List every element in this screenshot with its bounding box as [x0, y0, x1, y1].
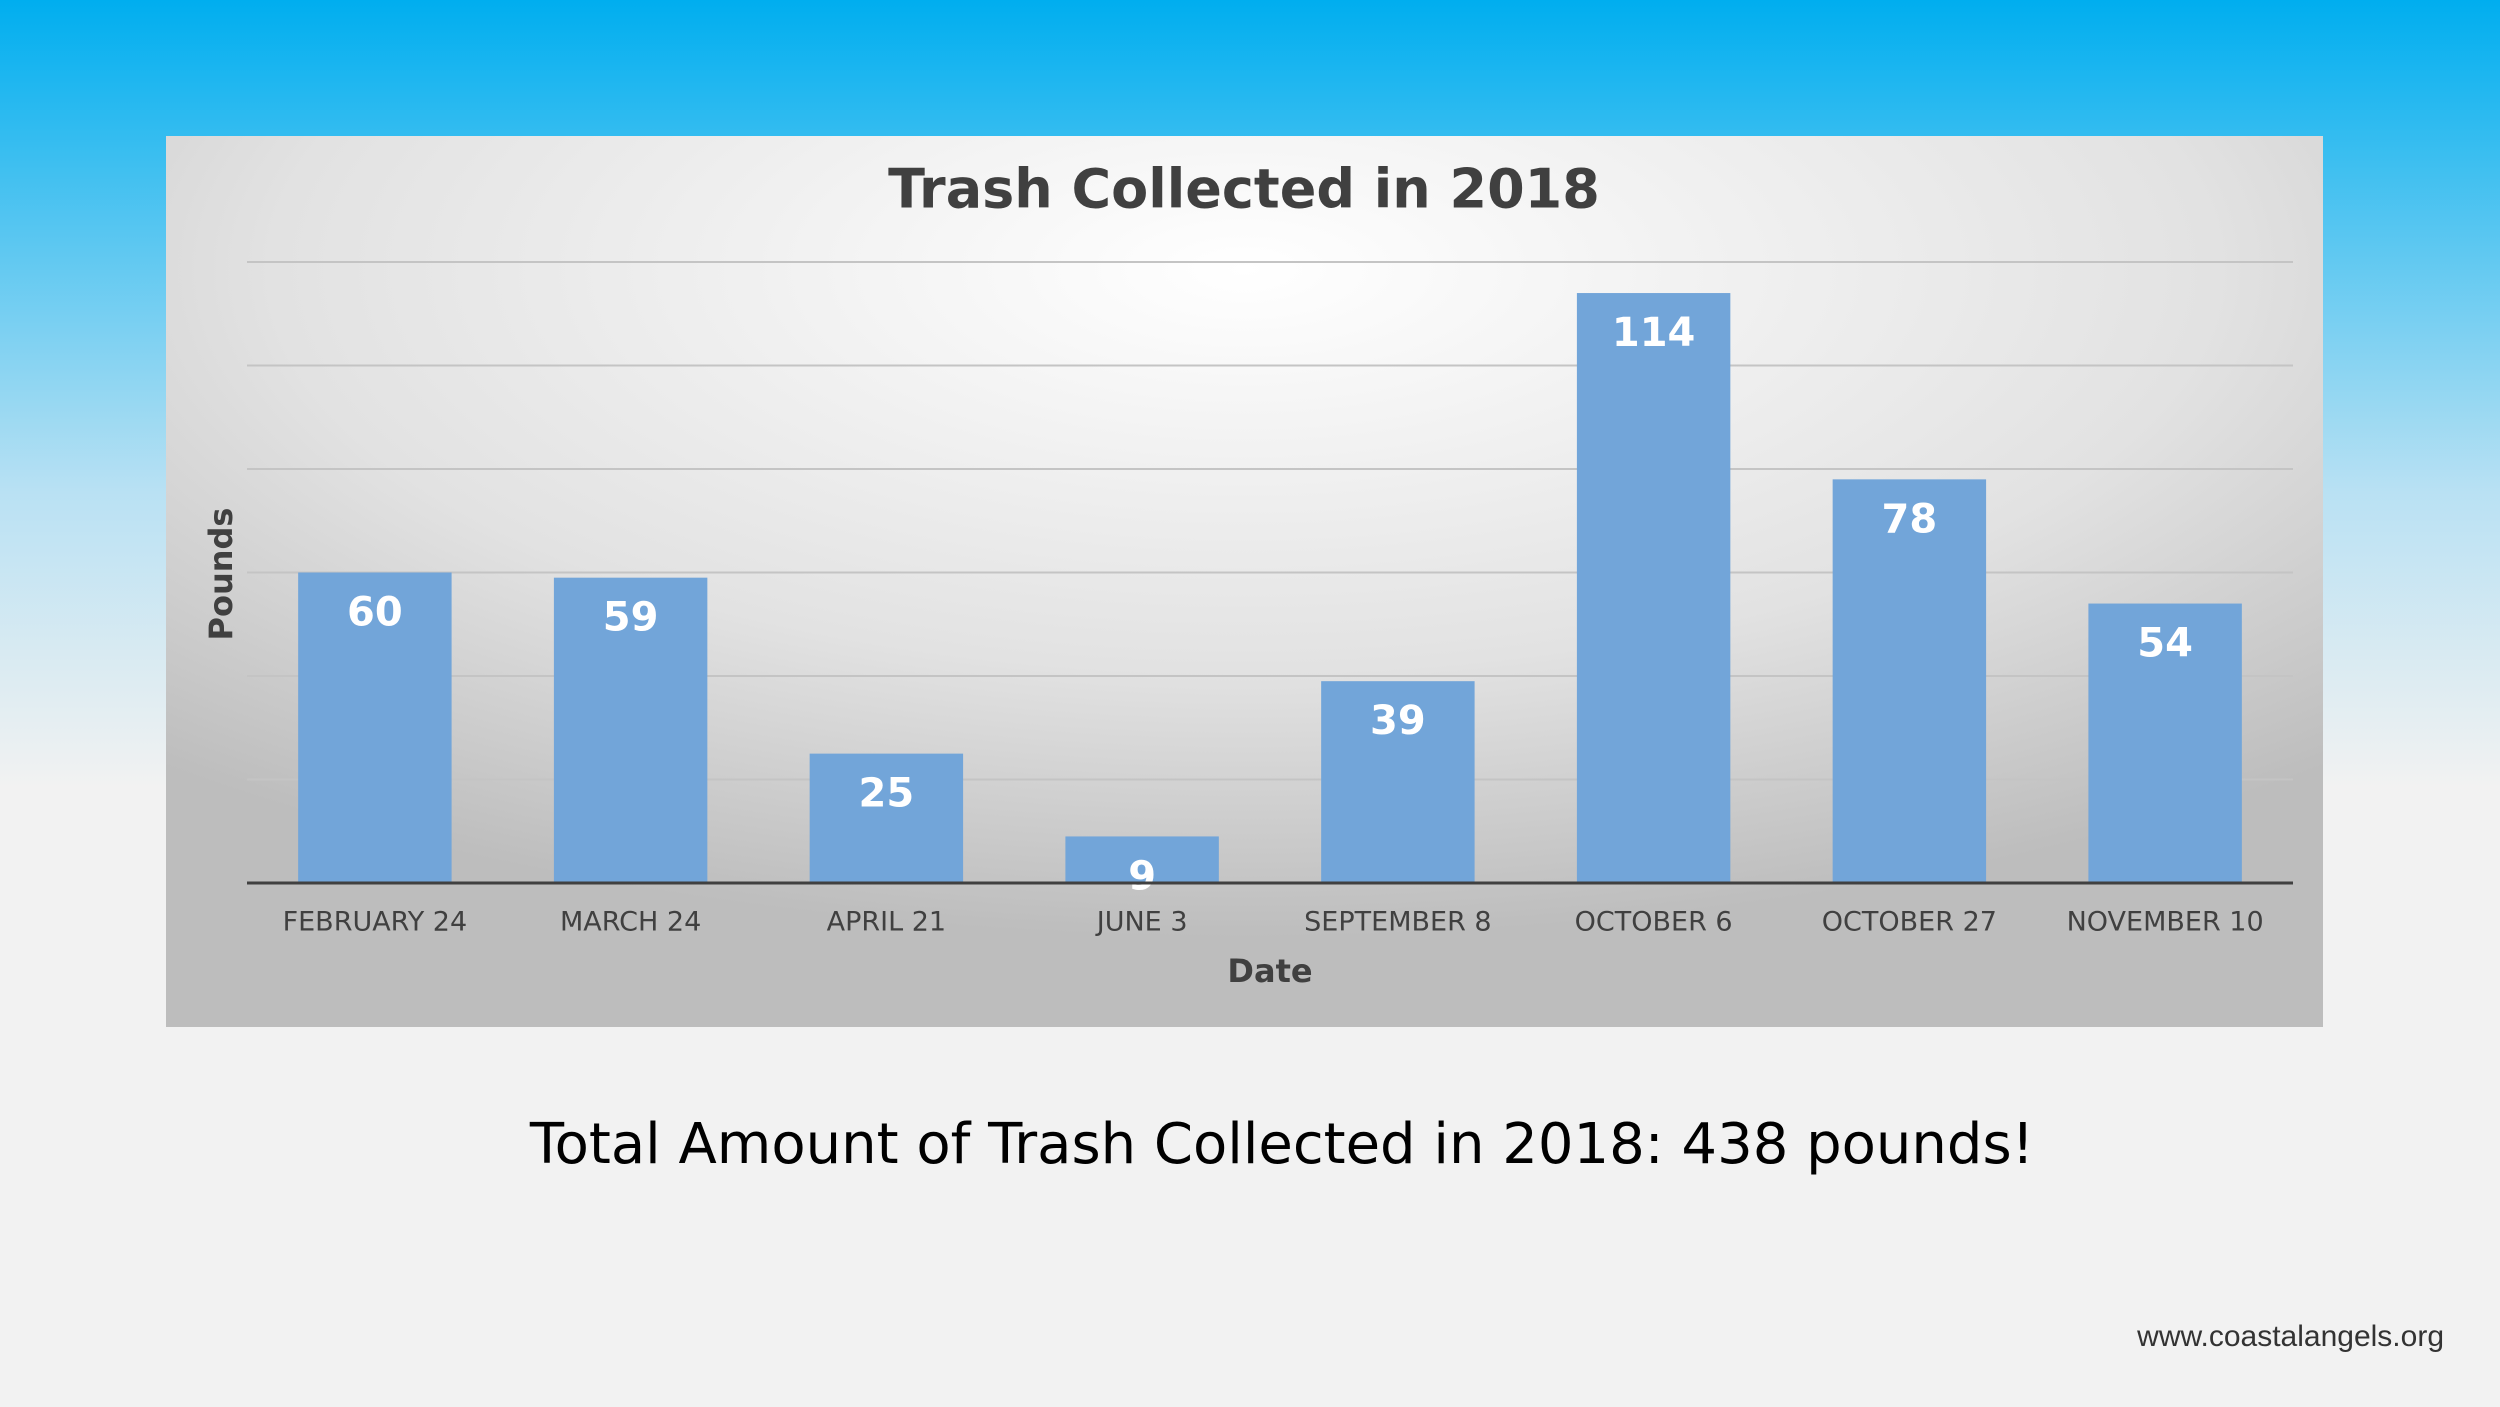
chart-panel	[166, 136, 2323, 1027]
caption: Total Amount of Trash Collected in 2018:…	[529, 1112, 2034, 1177]
chart-title: Trash Collected in 2018	[888, 158, 1600, 221]
x-axis-title: Date	[1227, 952, 1312, 990]
data-label: 78	[1882, 496, 1938, 542]
x-tick-label: APRIL 21	[827, 907, 946, 938]
bar	[553, 577, 708, 883]
x-tick-label: OCTOBER 27	[1822, 907, 1997, 938]
data-label: 114	[1612, 310, 1696, 356]
bar	[2088, 603, 2242, 883]
bar	[1832, 479, 1987, 883]
data-label: 25	[859, 771, 915, 817]
bar	[1321, 681, 1475, 883]
website: www.coastalangels.org	[2136, 1320, 2444, 1353]
bar	[298, 572, 452, 883]
data-label: 54	[2137, 621, 2193, 667]
bar	[1576, 293, 1731, 883]
x-tick-label: NOVEMBER 10	[2067, 907, 2264, 938]
x-tick-label: SEPTEMBER 8	[1304, 907, 1491, 938]
bar	[1065, 836, 1219, 883]
bar	[809, 753, 964, 883]
data-label: 60	[347, 590, 403, 636]
data-label: 59	[603, 595, 659, 641]
x-tick-label: OCTOBER 6	[1575, 907, 1733, 938]
chart: Trash Collected in 2018 Date Pounds FEBR…	[202, 158, 2293, 990]
x-tick-label: FEBRUARY 24	[283, 907, 468, 938]
x-tick-label: MARCH 24	[560, 907, 701, 938]
data-label: 39	[1370, 698, 1426, 744]
y-axis-title: Pounds	[202, 508, 240, 641]
x-tick-label: JUNE 3	[1095, 907, 1188, 938]
data-label: 9	[1128, 853, 1156, 899]
